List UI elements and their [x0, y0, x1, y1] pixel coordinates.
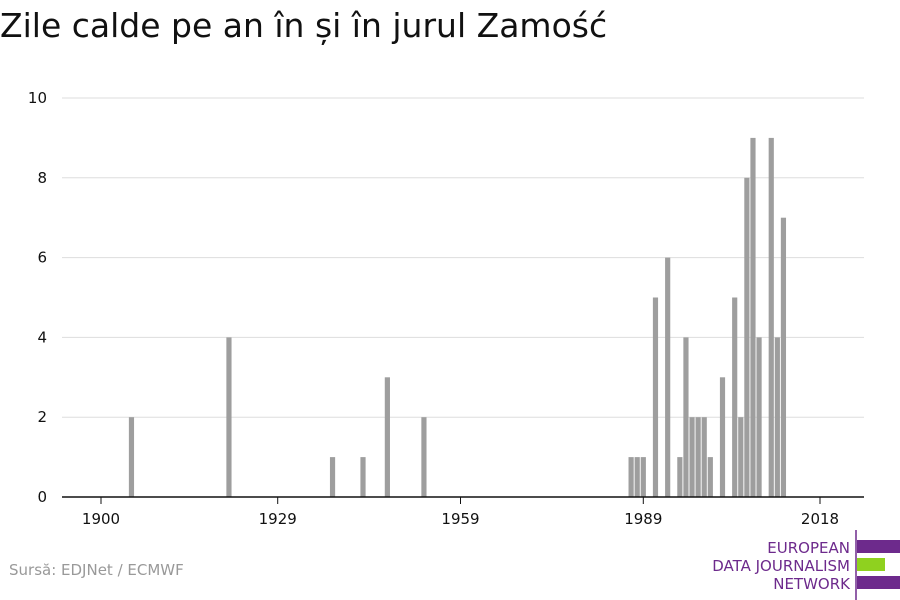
bar	[677, 457, 683, 497]
bar	[128, 417, 135, 497]
bar	[634, 457, 640, 497]
bar	[329, 457, 336, 497]
chart-title: Zile calde pe an în și în jurul Zamość	[0, 6, 608, 45]
bar	[640, 457, 646, 497]
source-note: Sursă: EDJNet / ECMWF	[9, 561, 184, 579]
logo-bar-purple-top	[857, 540, 900, 553]
bar	[665, 257, 671, 497]
y-tick-label: 10	[28, 89, 47, 107]
bar	[707, 457, 713, 497]
bar	[652, 297, 659, 497]
y-tick-label: 8	[37, 169, 47, 187]
bar	[689, 417, 695, 497]
logo-bar-purple-bottom	[857, 576, 900, 589]
bar	[384, 377, 390, 497]
bar	[774, 337, 780, 497]
bar	[701, 417, 707, 497]
logo-line-3: NETWORK	[773, 575, 851, 593]
x-tick-label: 2018	[801, 510, 839, 528]
logo-line-1: EUROPEAN	[767, 539, 850, 557]
x-tick-label: 1929	[259, 510, 297, 528]
bar	[226, 337, 232, 497]
bars	[128, 137, 787, 498]
bar	[683, 337, 689, 497]
edjnet-logo: EUROPEAN DATA JOURNALISM NETWORK	[712, 530, 900, 600]
logo-bar-green	[857, 558, 885, 571]
bar	[421, 417, 427, 497]
gridlines	[62, 97, 864, 418]
x-tick-label: 1959	[441, 510, 479, 528]
bar	[780, 217, 787, 497]
bar	[768, 137, 774, 497]
bar	[695, 417, 701, 497]
y-tick-label: 2	[37, 408, 47, 426]
y-tick-label: 4	[37, 328, 47, 346]
y-tick-label: 6	[37, 249, 47, 267]
bar	[756, 337, 762, 497]
y-tick-label: 0	[37, 488, 47, 506]
bar	[719, 377, 726, 497]
axes: 0 2 4 6 8 10 1900 1929 1959 1989 2018	[28, 89, 864, 528]
x-tick-label: 1989	[624, 510, 662, 528]
bar	[738, 417, 744, 497]
bar	[628, 457, 634, 497]
bar	[750, 137, 756, 497]
bar	[732, 297, 738, 497]
x-tick-label: 1900	[82, 510, 120, 528]
bar	[744, 177, 750, 498]
bar	[360, 457, 366, 497]
logo-line-2: DATA JOURNALISM	[712, 557, 850, 575]
